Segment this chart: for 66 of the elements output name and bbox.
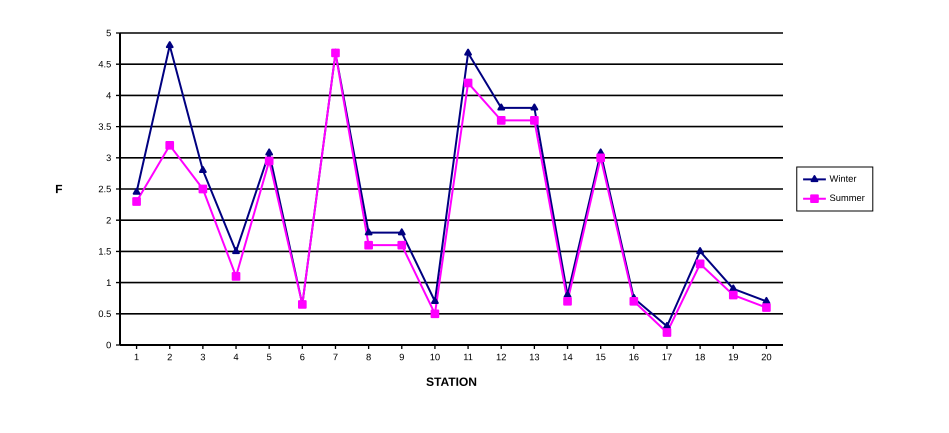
legend-label: Summer bbox=[830, 194, 865, 202]
point bbox=[398, 228, 406, 236]
point bbox=[431, 296, 439, 304]
point bbox=[364, 228, 373, 236]
x-tick-label: 12 bbox=[496, 354, 506, 360]
point bbox=[696, 247, 704, 254]
point bbox=[165, 140, 174, 150]
point bbox=[496, 116, 506, 125]
point bbox=[364, 240, 373, 250]
x-tick-label: 11 bbox=[464, 354, 472, 360]
x-tick-label: 3 bbox=[200, 354, 206, 360]
point bbox=[762, 303, 771, 312]
point bbox=[132, 188, 140, 195]
point bbox=[530, 116, 539, 125]
point bbox=[629, 296, 638, 306]
x-tick-label: 10 bbox=[430, 354, 440, 360]
point bbox=[464, 78, 472, 88]
x-tick-label: 9 bbox=[400, 354, 404, 360]
point bbox=[198, 166, 207, 173]
point bbox=[596, 153, 606, 162]
point bbox=[563, 296, 572, 306]
point bbox=[564, 290, 572, 298]
y-tick-label: 0 bbox=[106, 342, 111, 348]
y-tick-label: 2 bbox=[106, 216, 111, 224]
x-tick-label: 4 bbox=[234, 354, 238, 360]
y-tick-label: 2.5 bbox=[98, 186, 111, 192]
point bbox=[265, 148, 274, 156]
point bbox=[198, 184, 208, 194]
x-tick-label: 17 bbox=[662, 354, 672, 360]
x-tick-label: 6 bbox=[300, 354, 304, 360]
point bbox=[497, 104, 506, 111]
y-tick-label: 1.5 bbox=[99, 248, 111, 255]
y-tick-label: 4.5 bbox=[98, 60, 111, 68]
point bbox=[662, 328, 672, 337]
x-tick-label: 1 bbox=[134, 354, 139, 360]
y-tick-label: 4 bbox=[106, 92, 112, 99]
point bbox=[430, 309, 440, 318]
point bbox=[530, 104, 538, 111]
y-axis-title: F bbox=[56, 184, 62, 194]
x-tick-label: 18 bbox=[696, 354, 705, 360]
x-tick-label: 20 bbox=[762, 354, 772, 360]
x-axis-title: STATION bbox=[426, 377, 476, 386]
point bbox=[728, 290, 738, 300]
point bbox=[264, 156, 274, 166]
x-tick-label: 14 bbox=[563, 354, 572, 360]
x-tick-label: 15 bbox=[596, 354, 606, 360]
y-tick-label: 3 bbox=[106, 154, 111, 162]
point bbox=[397, 240, 406, 250]
x-tick-label: 16 bbox=[629, 354, 639, 360]
x-tick-label: 7 bbox=[333, 354, 338, 360]
point bbox=[696, 260, 704, 268]
x-tick-label: 5 bbox=[266, 354, 272, 360]
y-tick-label: 5 bbox=[106, 30, 111, 36]
point bbox=[232, 247, 240, 254]
y-tick-label: 0.5 bbox=[98, 310, 111, 318]
point bbox=[464, 48, 472, 56]
x-tick-label: 19 bbox=[728, 354, 738, 360]
point bbox=[166, 41, 174, 48]
x-tick-label: 8 bbox=[366, 354, 371, 360]
legend-label: Winter bbox=[830, 175, 856, 182]
point bbox=[232, 272, 240, 281]
x-tick-label: 2 bbox=[168, 354, 172, 360]
x-tick-label: 13 bbox=[530, 354, 540, 360]
y-tick-label: 3.5 bbox=[98, 123, 111, 130]
y-tick-label: 1 bbox=[106, 279, 111, 286]
point bbox=[132, 197, 141, 206]
